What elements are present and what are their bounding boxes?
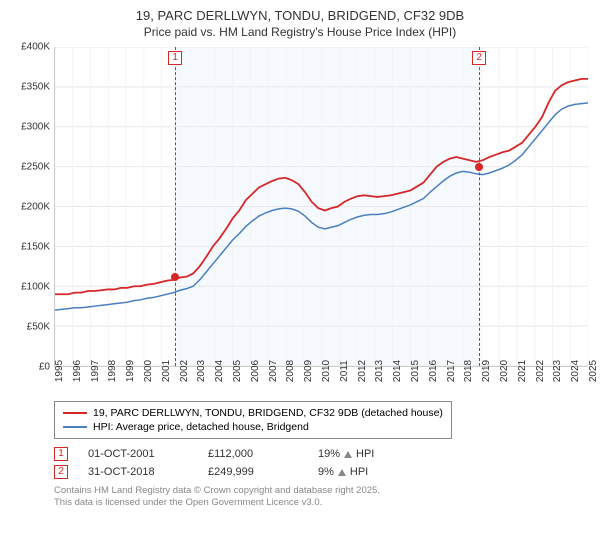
legend-label: HPI: Average price, detached house, Brid… xyxy=(93,421,309,433)
footer: Contains HM Land Registry data © Crown c… xyxy=(54,485,588,510)
sale-row: 2 31-OCT-2018 £249,999 9% HPI xyxy=(54,465,588,479)
y-tick: £250K xyxy=(21,162,50,173)
x-tick: 2002 xyxy=(179,360,190,382)
y-tick: £350K xyxy=(21,82,50,93)
x-tick: 1995 xyxy=(54,360,65,382)
sale-delta-label: HPI xyxy=(350,466,368,478)
y-tick: £400K xyxy=(21,42,50,53)
y-tick: £200K xyxy=(21,202,50,213)
y-tick: £300K xyxy=(21,122,50,133)
x-axis: 1995199619971998199920002001200220032004… xyxy=(54,367,588,395)
y-axis: £0£50K£100K£150K£200K£250K£300K£350K£400… xyxy=(12,47,54,367)
arrow-up-icon xyxy=(344,451,352,458)
legend-item: HPI: Average price, detached house, Brid… xyxy=(63,420,443,434)
sale-point xyxy=(171,273,179,281)
x-tick: 2014 xyxy=(392,360,403,382)
sale-date: 31-OCT-2018 xyxy=(88,466,188,478)
x-tick: 2008 xyxy=(285,360,296,382)
x-tick: 2001 xyxy=(161,360,172,382)
x-tick: 2007 xyxy=(268,360,279,382)
sale-delta-pct: 9% xyxy=(318,466,334,478)
y-tick: £0 xyxy=(39,362,50,373)
sale-date: 01-OCT-2001 xyxy=(88,448,188,460)
chart: £0£50K£100K£150K£200K£250K£300K£350K£400… xyxy=(12,47,588,395)
sale-marker: 2 xyxy=(54,465,68,479)
page-title: 19, PARC DERLLWYN, TONDU, BRIDGEND, CF32… xyxy=(12,8,588,23)
legend: 19, PARC DERLLWYN, TONDU, BRIDGEND, CF32… xyxy=(54,401,452,439)
x-tick: 1997 xyxy=(90,360,101,382)
x-tick: 2020 xyxy=(499,360,510,382)
sale-price: £112,000 xyxy=(208,448,298,460)
legend-swatch xyxy=(63,412,87,414)
marker-box: 1 xyxy=(168,51,182,65)
page-subtitle: Price paid vs. HM Land Registry's House … xyxy=(12,25,588,39)
footer-line1: Contains HM Land Registry data © Crown c… xyxy=(54,485,588,497)
x-tick: 2022 xyxy=(535,360,546,382)
marker-line xyxy=(479,47,480,366)
x-tick: 2000 xyxy=(143,360,154,382)
x-tick: 2009 xyxy=(303,360,314,382)
y-tick: £50K xyxy=(27,322,50,333)
x-tick: 2012 xyxy=(357,360,368,382)
x-tick: 1999 xyxy=(125,360,136,382)
legend-label: 19, PARC DERLLWYN, TONDU, BRIDGEND, CF32… xyxy=(93,407,443,419)
y-tick: £100K xyxy=(21,282,50,293)
sale-delta-pct: 19% xyxy=(318,448,340,460)
sale-rows: 1 01-OCT-2001 £112,000 19% HPI 2 31-OCT-2018 £2… xyxy=(54,447,588,479)
y-tick: £150K xyxy=(21,242,50,253)
x-tick: 2013 xyxy=(374,360,385,382)
footer-line2: This data is licensed under the Open Gov… xyxy=(54,497,588,509)
legend-item: 19, PARC DERLLWYN, TONDU, BRIDGEND, CF32… xyxy=(63,406,443,420)
x-tick: 2015 xyxy=(410,360,421,382)
x-tick: 2023 xyxy=(552,360,563,382)
x-tick: 2016 xyxy=(428,360,439,382)
x-tick: 2006 xyxy=(250,360,261,382)
x-tick: 2004 xyxy=(214,360,225,382)
marker-line xyxy=(175,47,176,366)
x-tick: 2024 xyxy=(570,360,581,382)
sale-marker: 1 xyxy=(54,447,68,461)
x-tick: 2005 xyxy=(232,360,243,382)
arrow-up-icon xyxy=(338,469,346,476)
sale-delta-label: HPI xyxy=(356,448,374,460)
marker-box: 2 xyxy=(472,51,486,65)
x-tick: 2021 xyxy=(517,360,528,382)
x-tick: 2011 xyxy=(339,360,350,382)
x-tick: 2019 xyxy=(481,360,492,382)
x-tick: 1996 xyxy=(72,360,83,382)
x-tick: 2025 xyxy=(588,360,599,382)
plot-area: 12 xyxy=(54,47,588,367)
sale-point xyxy=(475,163,483,171)
sale-row: 1 01-OCT-2001 £112,000 19% HPI xyxy=(54,447,588,461)
x-tick: 2003 xyxy=(196,360,207,382)
sale-delta: 9% HPI xyxy=(318,466,368,478)
sale-delta: 19% HPI xyxy=(318,448,374,460)
x-tick: 2017 xyxy=(446,360,457,382)
sale-price: £249,999 xyxy=(208,466,298,478)
x-tick: 2018 xyxy=(463,360,474,382)
legend-swatch xyxy=(63,426,87,428)
x-tick: 2010 xyxy=(321,360,332,382)
x-tick: 1998 xyxy=(107,360,118,382)
